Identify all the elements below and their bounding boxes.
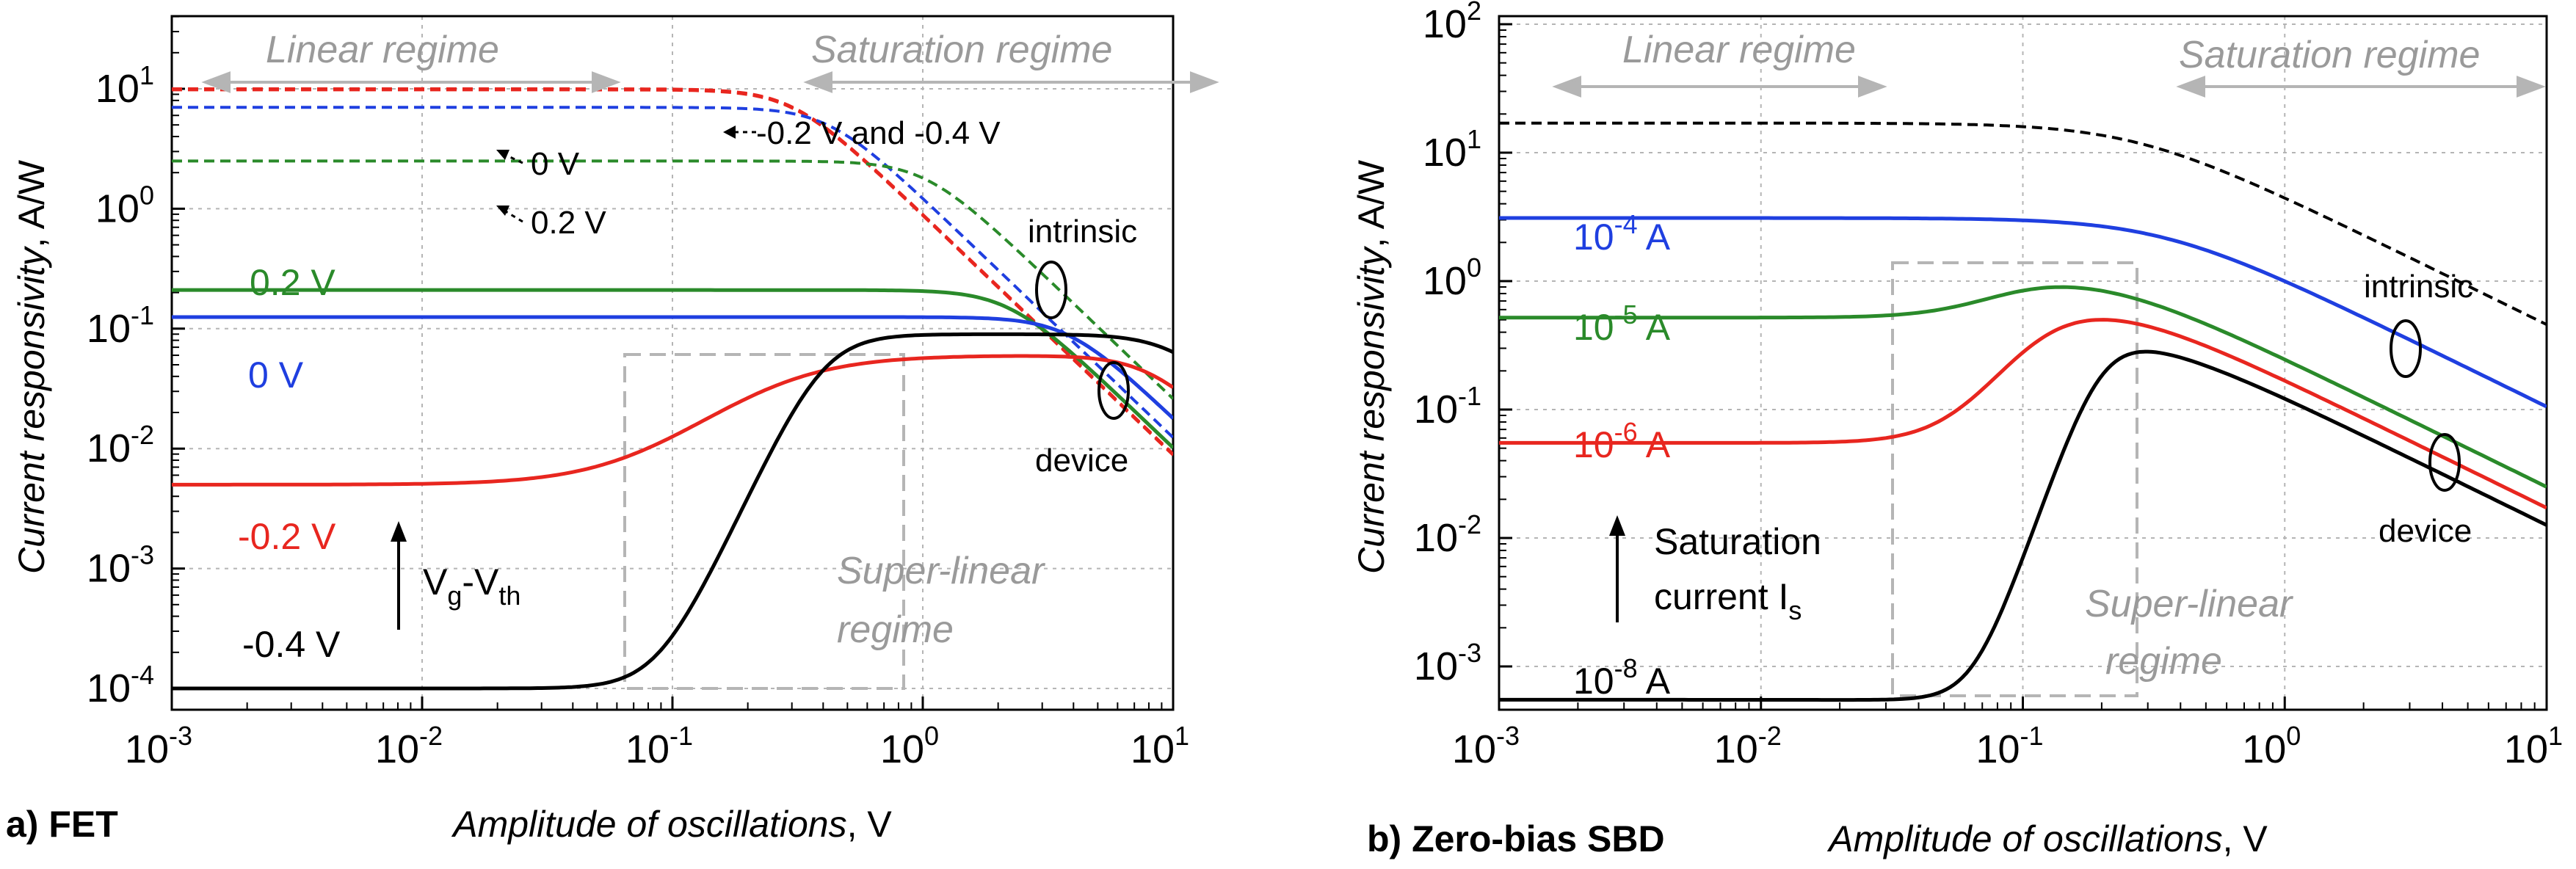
panel-a-series-0-2-v-intrinsic — [172, 159, 1173, 400]
panel-a-x-tick-label: 10-3 — [125, 721, 192, 771]
panel-b-superlinear-label-2: regime — [2105, 640, 2222, 683]
panel-a-annotation-m0p2-m0p4: -0.2 V and -0.4 V — [756, 115, 1001, 151]
panel-b-y-tick-label: 10-1 — [1414, 381, 1481, 432]
panel-a-superlinear-label-1: Super-linear — [837, 550, 1046, 592]
panel-a-series--0-4-v-intrinsic — [172, 87, 1173, 456]
panel-b-saturation-current-label-1: Saturation — [1654, 521, 1821, 562]
panel-b-x-tick-label: 10-3 — [1452, 721, 1520, 771]
panel-a-annotation-0p2V: 0.2 V — [531, 205, 606, 241]
panel-b-grid — [1499, 16, 2547, 710]
panel-a-x-axis-title: Amplitude of oscillations, V — [451, 804, 892, 845]
panel-a-linear-arrow — [201, 71, 621, 93]
panel-b-y-tick-label: 10-3 — [1414, 638, 1481, 688]
panel-b-y-tick-label: 100 — [1423, 252, 1481, 303]
panel-a-intrinsic-label: intrinsic — [1028, 214, 1137, 250]
panel-a-vg-arrow — [391, 521, 407, 630]
panel-b-saturation-current-arrow — [1609, 515, 1625, 622]
panel-b-intrinsic-label: intrinsic — [2364, 269, 2473, 305]
panel-b-saturation-regime-label: Saturation regime — [2179, 34, 2480, 76]
panel-a-y-axis-title: Current responsivity, A/W — [11, 159, 52, 574]
panel-b-x-tick-label: 10-1 — [1975, 721, 2043, 771]
panel-b-curves — [1499, 121, 2547, 702]
panel-a-x-tick-label: 10-1 — [625, 721, 693, 771]
panel-a-label: a) FET — [6, 804, 118, 845]
panel-b-series-10-8-a — [1499, 349, 2547, 702]
panel-b-series-10-4-a — [1499, 216, 2547, 409]
panel-a-y-tick-label: 101 — [95, 60, 154, 111]
panel-a-annotation-heads — [496, 126, 736, 216]
panel-b-device-label: device — [2379, 513, 2472, 549]
panel-b-superlinear-box — [1891, 261, 2138, 697]
panel-b-x-tick-label: 100 — [2242, 721, 2301, 771]
panel-a-series-0-v — [172, 315, 1173, 420]
panel-a-x-tick-label: 101 — [1131, 721, 1189, 771]
panel-b-x-tick-label: 101 — [2504, 721, 2563, 771]
panel-a-series-label-0p2V: 0.2 V — [250, 262, 335, 303]
panel-b-superlinear-label-1: Super-linear — [2085, 583, 2294, 625]
panel-a-y-tick-label: 100 — [95, 180, 154, 230]
panel-b-series-label-1e-5A: 10-5 A — [1573, 299, 1671, 348]
panel-b-device-ellipse — [2428, 433, 2461, 492]
panel-a-series-0-v-intrinsic — [172, 106, 1173, 439]
panel-a-series--0-4-v — [172, 332, 1173, 691]
panel-b-series-label-1e-4A: 10-4 A — [1573, 209, 1671, 258]
panel-a-superlinear-box — [623, 353, 905, 690]
panel-a-device-ellipse — [1097, 361, 1130, 420]
panel-b-saturation-current-label-2: current Is — [1654, 576, 1802, 625]
panel-b-linear-regime-label: Linear regime — [1622, 29, 1856, 71]
panel-a-superlinear-label-2: regime — [837, 608, 954, 651]
panel-a-y-tick-label: 10-1 — [87, 300, 154, 351]
panel-a-series--0-2-v — [172, 354, 1173, 487]
panel-b-y-tick-label: 101 — [1423, 124, 1481, 175]
panel-a-vg-vth-label: Vg-Vth — [423, 561, 520, 611]
panel-b-x-tick-label: 10-2 — [1714, 721, 1782, 771]
panel-a-series-0-2-v — [172, 288, 1173, 449]
panel-a-y-tick-label: 10-3 — [87, 540, 154, 591]
panel-b-saturation-arrow — [2176, 76, 2546, 98]
panel-a-saturation-arrow — [803, 71, 1219, 93]
panel-a-series-label-m0p4V: -0.4 V — [242, 624, 341, 665]
panel-a-x-tick-label: 10-2 — [375, 721, 443, 771]
panel-a-ticks: 10-3 10-2 10-1 100 101 10-4 10-3 10-2 10-1 100 101 — [87, 15, 1189, 771]
panel-b-series-10-5-a — [1499, 285, 2547, 489]
panel-a: 10-3 10-2 10-1 100 101 10-4 10-3 10-2 10-1 100 101… — [6, 15, 1219, 845]
panel-b-y-tick-label: 10-2 — [1414, 509, 1481, 560]
panel-a-linear-regime-label: Linear regime — [266, 29, 499, 71]
panel-a-intrinsic-ellipse — [1035, 261, 1067, 319]
panel-a-y-tick-label: 10-2 — [87, 420, 154, 470]
panel-a-saturation-regime-label: Saturation regime — [811, 29, 1112, 71]
panel-a-y-tick-label: 10-4 — [87, 660, 154, 710]
panel-b-series-10-6-a — [1499, 318, 2547, 510]
panel-a-series-label-0V: 0 V — [248, 354, 304, 396]
panel-a-grid — [172, 16, 1173, 710]
panel-b-y-axis-title: Current responsivity, A/W — [1351, 159, 1392, 574]
panel-a-annotation-0V: 0 V — [531, 146, 580, 182]
panel-b-series-intrinsic — [1499, 121, 2547, 326]
panel-a-series-label-m0p2V: -0.2 V — [238, 516, 336, 557]
panel-b-linear-arrow — [1552, 76, 1887, 98]
panel-b-intrinsic-ellipse — [2390, 319, 2422, 378]
panel-b-label: b) Zero-bias SBD — [1367, 818, 1665, 859]
panel-b-x-axis-title: Amplitude of oscillations, V — [1826, 818, 2268, 859]
panel-a-device-label: device — [1035, 443, 1128, 479]
panel-a-x-tick-label: 100 — [880, 721, 939, 771]
panel-a-curves — [172, 87, 1173, 691]
panel-b-series-label-1e-6A: 10-6 A — [1573, 417, 1671, 465]
panel-b-ticks: 10-3 10-2 10-1 100 101 10-3 10-2 10-1 100 101 102 — [1414, 0, 2563, 771]
panel-b-y-tick-label: 102 — [1423, 0, 1481, 46]
panel-b: 10-3 10-2 10-1 100 10110-310-210-1100101102 … — [1351, 0, 2563, 859]
panel-b-series-label-1e-8A: 10-8 A — [1573, 653, 1671, 702]
